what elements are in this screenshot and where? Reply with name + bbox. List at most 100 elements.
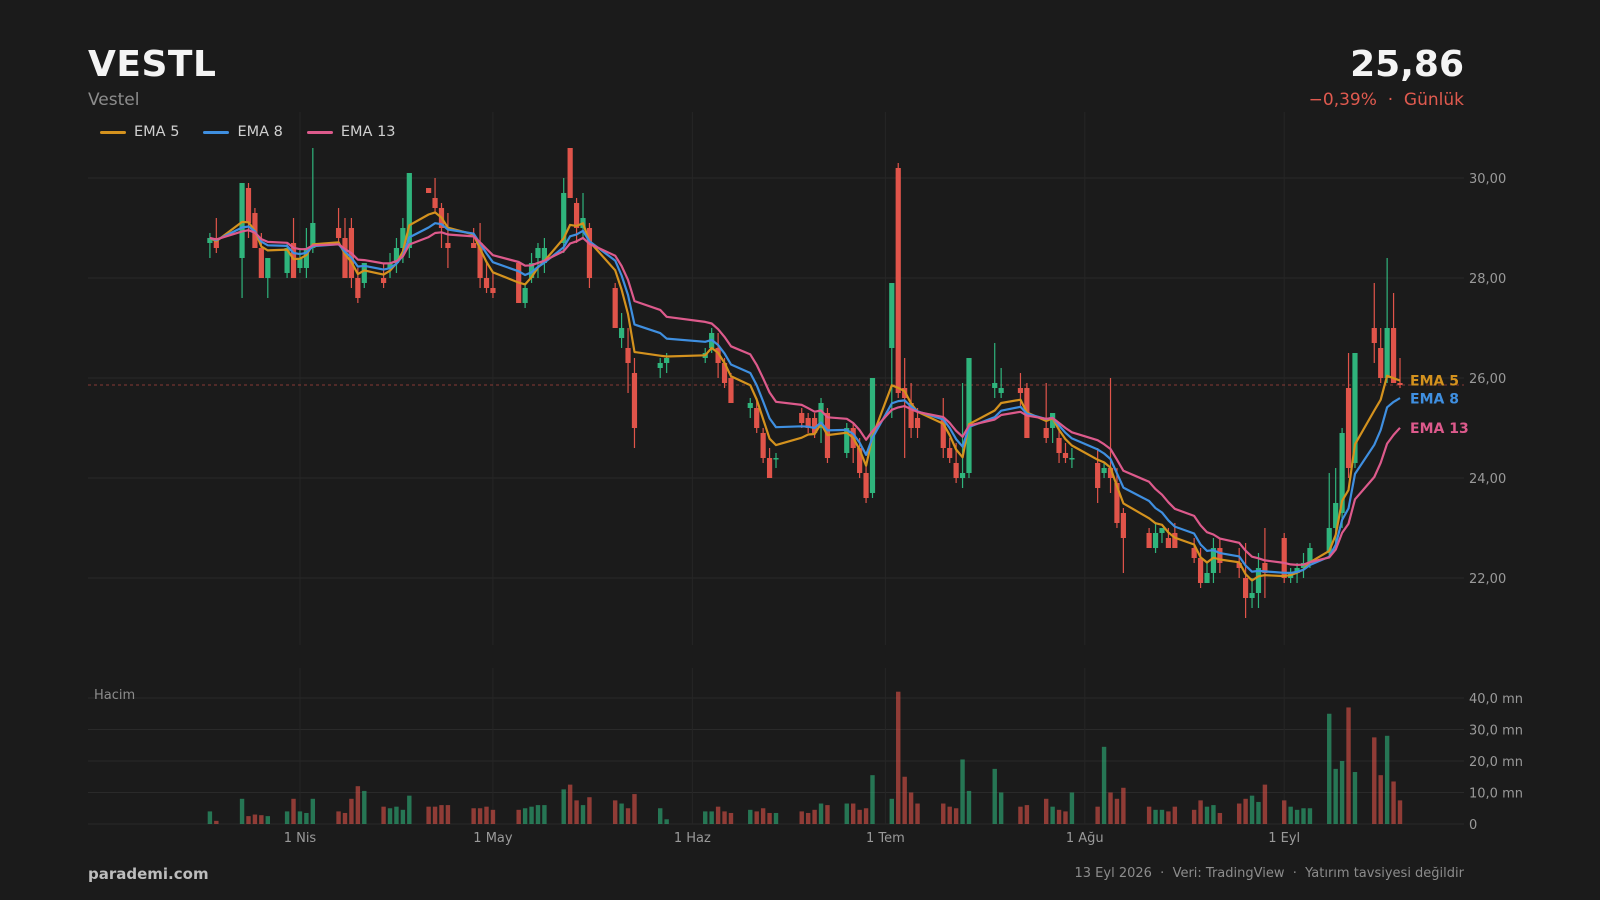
candle <box>471 228 477 248</box>
volume-bar <box>722 811 727 824</box>
date-tick-label: 1 Nis <box>284 831 317 846</box>
candle-body <box>490 288 496 293</box>
volume-bar <box>902 776 907 824</box>
candle-body <box>380 278 387 283</box>
candle <box>1043 383 1049 443</box>
candle <box>754 398 760 433</box>
candle-body <box>844 428 850 453</box>
candle <box>310 148 316 253</box>
volume-bar <box>310 798 316 824</box>
candle <box>1107 378 1114 493</box>
candle-body <box>863 473 869 498</box>
candle-body <box>477 243 483 278</box>
candle <box>940 398 946 458</box>
candle-body <box>445 243 451 248</box>
volume-bar <box>844 803 849 824</box>
volume-bar <box>825 805 830 824</box>
volume-bar <box>619 803 624 824</box>
candle-body <box>1069 458 1075 460</box>
volume-bar <box>760 808 766 824</box>
volume-bar <box>1050 806 1055 824</box>
candle-body <box>1390 328 1397 383</box>
volume-bar <box>1294 809 1300 824</box>
candle <box>1281 533 1287 583</box>
candle <box>387 253 393 278</box>
candle-body <box>426 188 432 193</box>
volume-bar <box>394 806 399 824</box>
candle-body <box>1043 428 1049 438</box>
candle <box>561 178 567 253</box>
candle-body <box>619 328 625 338</box>
candle-body <box>1384 328 1390 378</box>
candle-body <box>284 248 290 273</box>
candle <box>1390 293 1397 383</box>
volume-bar <box>870 775 875 824</box>
volume-bar <box>992 768 997 824</box>
volume-bar <box>574 800 579 824</box>
candle <box>477 223 483 288</box>
candle-body <box>612 288 618 328</box>
last-price: 25,86 <box>1350 44 1464 85</box>
volume-bar <box>709 811 714 824</box>
volume-bar <box>246 816 251 824</box>
volume-bar <box>863 808 869 824</box>
candle-body <box>258 248 264 278</box>
candle-body <box>1152 533 1159 548</box>
volume-bar <box>387 808 393 824</box>
candle <box>541 238 548 273</box>
volume-bar <box>908 792 914 824</box>
legend-swatch-ema13 <box>306 130 333 134</box>
candle <box>1114 468 1120 528</box>
candle-body <box>1294 568 1300 573</box>
candle-body <box>245 188 252 223</box>
ticker-symbol: VESTL <box>88 44 217 85</box>
legend-label-ema13: EMA 13 <box>340 124 396 140</box>
candle-body <box>760 433 766 458</box>
candle <box>998 368 1004 398</box>
candle <box>1017 373 1024 408</box>
volume-bar <box>896 691 901 824</box>
volume-bar <box>754 811 759 824</box>
brand-logo-text[interactable]: parademi.com <box>88 865 209 883</box>
candle <box>490 273 496 298</box>
volume-bar <box>1191 809 1197 824</box>
volume-bar <box>1391 781 1396 824</box>
candle-body <box>1120 513 1126 538</box>
candle <box>1384 258 1390 383</box>
candle-body <box>953 463 959 478</box>
candle-body <box>818 403 824 428</box>
legend-item-ema5: EMA 5 <box>100 124 179 140</box>
candle <box>1197 548 1204 588</box>
volume-bar <box>535 805 541 824</box>
volume-bar <box>265 816 270 824</box>
candle <box>619 313 625 348</box>
candle-body <box>1397 383 1403 385</box>
volume-bar <box>857 809 862 824</box>
volume-bar <box>612 800 618 824</box>
volume-bar <box>966 790 972 824</box>
candle-body <box>290 243 297 278</box>
volume-bar <box>1346 707 1351 824</box>
candle-body <box>1204 573 1210 583</box>
candle-body <box>297 258 303 268</box>
price-tick-label: 28,00 <box>1469 272 1506 287</box>
candle <box>1262 528 1268 598</box>
volume-tick-label: 20,0 mn <box>1469 755 1523 770</box>
candle-body <box>1255 568 1262 593</box>
volume-bar <box>1378 775 1383 824</box>
candle <box>265 258 271 298</box>
candle-body <box>393 248 400 263</box>
volume-bar <box>850 803 856 824</box>
candle-body <box>811 418 818 433</box>
candle-body <box>361 263 367 283</box>
candle-body <box>1197 558 1204 583</box>
volume-bar <box>1333 768 1338 824</box>
ema5-end-label: EMA 5 <box>1410 373 1459 389</box>
volume-bar <box>284 811 290 824</box>
volume-bar <box>748 809 753 824</box>
candle-body <box>664 358 670 363</box>
candle <box>1397 358 1403 388</box>
candle <box>766 448 773 478</box>
candle-body <box>799 413 805 423</box>
volume-bar <box>767 812 772 824</box>
